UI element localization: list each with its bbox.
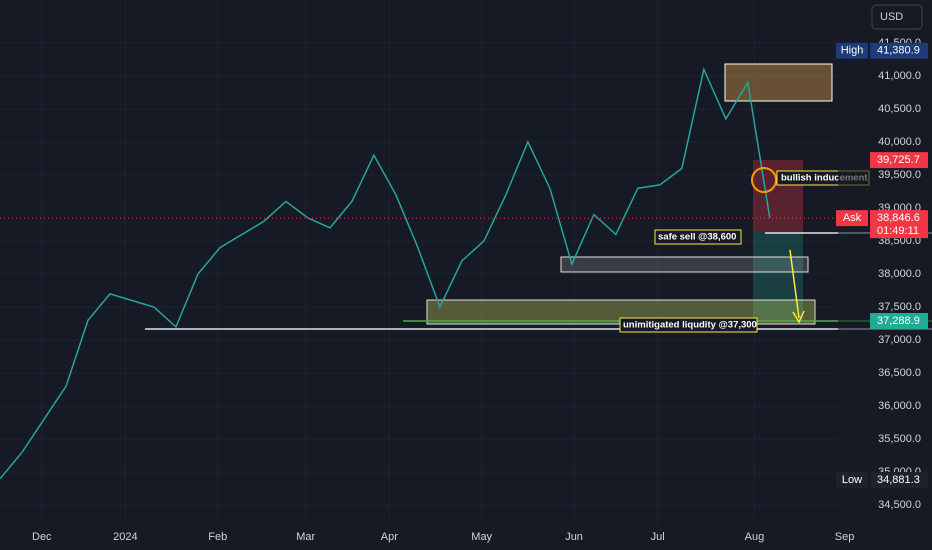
y-tick-label: 40,500.0 <box>878 103 921 115</box>
annotation: bullish inducement <box>781 173 868 184</box>
price-tag <box>870 210 928 239</box>
grid <box>0 0 846 525</box>
y-tick-label: 37,500.0 <box>878 301 921 313</box>
price-tag-name: Ask <box>843 212 862 224</box>
annotation: unimitigated liqudity @37,300 <box>623 320 757 331</box>
price-tag-name: Low <box>842 474 862 486</box>
arrow-head <box>792 310 805 324</box>
x-tick-label: Mar <box>296 531 315 543</box>
x-tick-label: Apr <box>381 531 398 543</box>
y-tick-label: 37,000.0 <box>878 334 921 346</box>
x-tick-label: Aug <box>745 531 765 543</box>
y-tick-label: 34,500.0 <box>878 499 921 511</box>
currency-button[interactable] <box>871 4 923 30</box>
x-tick-label: 2024 <box>113 531 137 543</box>
inducement-circle <box>751 167 777 193</box>
price-tag-name-bg <box>836 472 868 489</box>
y-tick-label: 35,500.0 <box>878 433 921 445</box>
plot <box>0 66 932 480</box>
price-tag-label: 38,846.6 <box>877 212 920 224</box>
price-tag-name: High <box>841 45 864 57</box>
x-tick-label: Dec <box>32 531 52 543</box>
x-tick-label: Sep <box>835 531 855 543</box>
y-tick-label: 36,000.0 <box>878 400 921 412</box>
annotation: safe sell @38,600 <box>658 232 736 243</box>
y-tick-label: 39,500.0 <box>878 169 921 181</box>
price-tag <box>870 152 928 169</box>
y-tick-label: 36,500.0 <box>878 367 921 379</box>
y-tick-label: 38,000.0 <box>878 268 921 280</box>
price-tag-label: 39,725.7 <box>877 154 920 166</box>
y-tick-label: 40,000.0 <box>878 136 921 148</box>
price-tag <box>870 42 928 59</box>
note-box <box>654 229 742 245</box>
price-tag-label: 41,380.9 <box>877 45 920 57</box>
price-tag <box>870 472 928 489</box>
note-box <box>619 317 758 333</box>
price-tag-label: 37,288.9 <box>877 315 920 327</box>
price-tag-name-bg <box>836 42 868 59</box>
demand-box <box>560 256 809 273</box>
price-tag-label: 34,881.3 <box>877 474 920 486</box>
price-tag <box>870 313 928 330</box>
x-tick-label: Feb <box>208 531 227 543</box>
x-tick-label: Jul <box>651 531 665 543</box>
x-tick-label: May <box>471 531 492 543</box>
supply-box <box>724 63 833 102</box>
price-axis <box>838 0 932 550</box>
countdown: 01:49:11 <box>877 225 919 237</box>
price-labels: 34,500.035,000.035,500.036,000.036,500.0… <box>32 37 928 543</box>
price-line <box>0 66 771 480</box>
price-tag-name-bg <box>836 210 868 227</box>
x-tick-label: Jun <box>565 531 583 543</box>
y-tick-label: 41,000.0 <box>878 70 921 82</box>
arrow <box>789 249 800 319</box>
target-zone <box>753 232 803 322</box>
currency[interactable]: USD <box>880 11 903 23</box>
